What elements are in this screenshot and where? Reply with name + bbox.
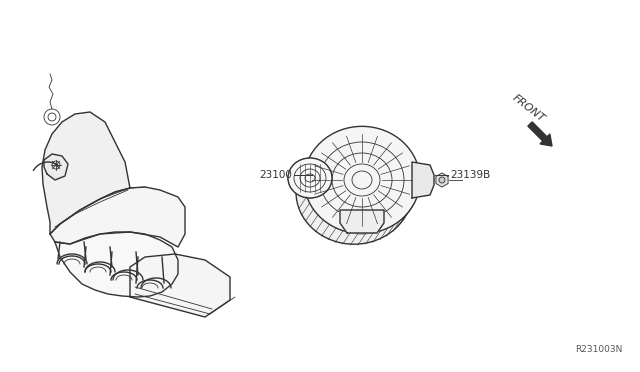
Polygon shape — [130, 254, 230, 317]
Ellipse shape — [288, 158, 332, 198]
Ellipse shape — [296, 140, 412, 244]
Polygon shape — [436, 173, 448, 187]
Text: 23100: 23100 — [259, 170, 292, 180]
Ellipse shape — [304, 126, 420, 234]
Polygon shape — [55, 232, 178, 297]
Text: R231003N: R231003N — [575, 345, 622, 354]
Polygon shape — [340, 210, 384, 233]
Text: 23139B: 23139B — [450, 170, 490, 180]
FancyArrow shape — [528, 122, 552, 146]
Polygon shape — [44, 154, 68, 180]
Text: FRONT: FRONT — [510, 93, 546, 124]
Circle shape — [439, 177, 445, 183]
Polygon shape — [412, 162, 434, 198]
Polygon shape — [42, 112, 130, 234]
Polygon shape — [50, 187, 185, 247]
